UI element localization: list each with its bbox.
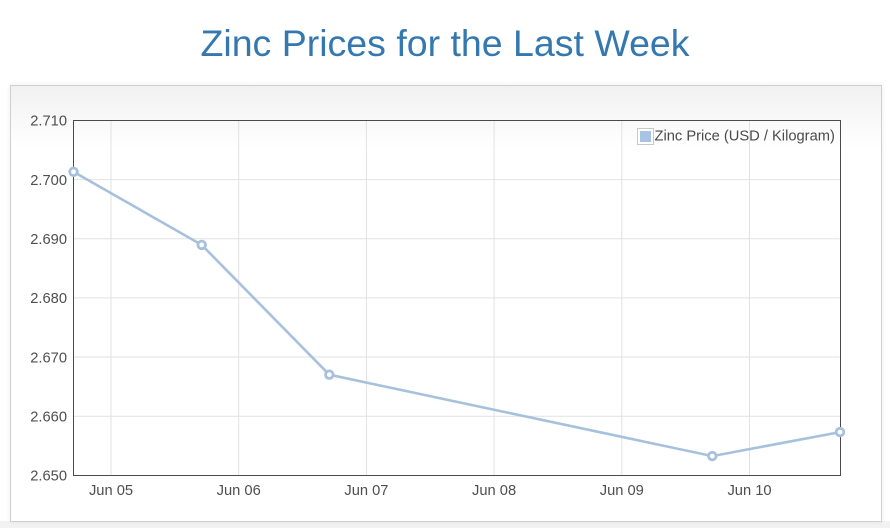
svg-text:Zinc Price (USD / Kilogram): Zinc Price (USD / Kilogram)	[655, 129, 835, 145]
svg-text:2.670: 2.670	[30, 350, 67, 366]
svg-text:Jun 06: Jun 06	[217, 483, 261, 499]
svg-text:2.700: 2.700	[30, 173, 67, 189]
svg-text:Jun 05: Jun 05	[89, 483, 133, 499]
svg-text:Jun 09: Jun 09	[600, 483, 644, 499]
svg-text:2.680: 2.680	[30, 291, 67, 307]
svg-text:2.660: 2.660	[30, 410, 67, 426]
svg-text:2.690: 2.690	[30, 232, 67, 248]
svg-text:2.710: 2.710	[30, 114, 67, 130]
svg-text:2.650: 2.650	[30, 469, 67, 485]
svg-text:Jun 08: Jun 08	[472, 483, 516, 499]
svg-text:Jun 07: Jun 07	[344, 483, 388, 499]
svg-text:Jun 10: Jun 10	[727, 483, 771, 499]
